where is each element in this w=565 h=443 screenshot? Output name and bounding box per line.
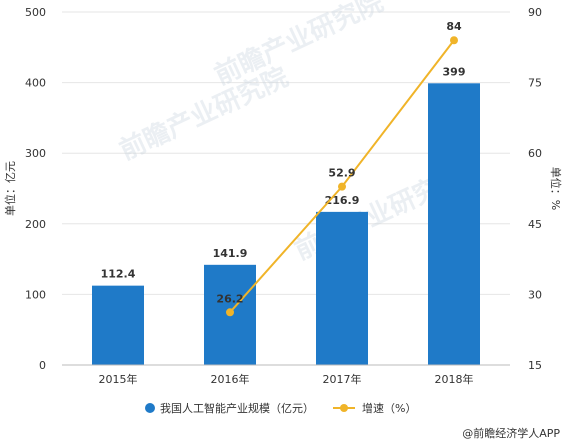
source-label: @前瞻经济学人APP xyxy=(462,426,560,440)
bar xyxy=(428,83,480,365)
bar xyxy=(316,211,368,365)
bar-value-label: 112.4 xyxy=(101,268,136,281)
growth-value-label: 26.2 xyxy=(216,292,243,305)
x-tick-label: 2017年 xyxy=(323,372,362,386)
x-tick-label: 2018年 xyxy=(435,372,474,386)
bar-value-label: 399 xyxy=(443,65,466,78)
legend-bar-label: 我国人工智能产业规模（亿元） xyxy=(160,401,314,415)
y-left-tick-label: 500 xyxy=(25,6,46,19)
bar-value-label: 141.9 xyxy=(213,247,248,260)
y-right-tick-label: 75 xyxy=(528,77,542,90)
growth-point xyxy=(338,182,346,191)
legend-bar-marker xyxy=(145,403,155,413)
y-right-tick-label: 60 xyxy=(528,147,542,160)
watermark-text: 前瞻产业研究院 xyxy=(115,61,293,166)
y-right-tick-label: 15 xyxy=(528,359,542,372)
growth-value-label: 84 xyxy=(446,20,462,33)
x-tick-label: 2015年 xyxy=(99,372,138,386)
watermark-text: 前瞻产业研究院 xyxy=(210,0,388,91)
growth-point xyxy=(450,36,458,45)
y-left-tick-label: 200 xyxy=(25,218,46,231)
y-left-tick-label: 0 xyxy=(39,359,46,372)
y-right-axis-title: 单位：% xyxy=(549,167,563,210)
y-left-tick-label: 400 xyxy=(25,77,46,90)
x-tick-label: 2016年 xyxy=(211,372,250,386)
growth-value-label: 52.9 xyxy=(328,167,355,180)
y-right-tick-label: 90 xyxy=(528,6,542,19)
legend-line-label: 增速（%） xyxy=(362,401,416,415)
bar xyxy=(92,285,144,365)
y-left-axis-title: 单位：亿元 xyxy=(3,161,17,216)
y-right-tick-label: 45 xyxy=(528,218,542,231)
legend-line-dot xyxy=(340,404,348,412)
y-left-tick-label: 100 xyxy=(25,288,46,301)
y-left-tick-label: 300 xyxy=(25,147,46,160)
growth-point xyxy=(226,308,234,317)
y-right-tick-label: 30 xyxy=(528,288,542,301)
